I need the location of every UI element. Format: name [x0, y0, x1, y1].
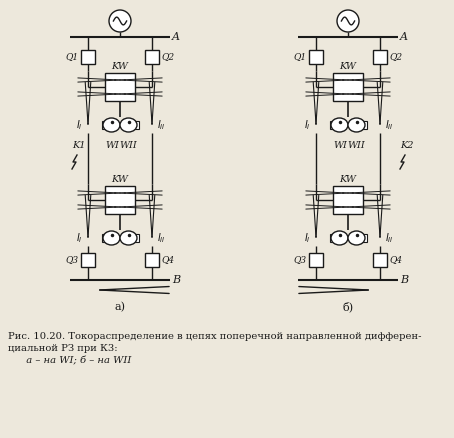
Ellipse shape [331, 118, 348, 132]
Bar [81, 50, 95, 64]
Text: WII: WII [119, 141, 137, 150]
Text: циальной РЗ при К3:: циальной РЗ при К3: [8, 344, 118, 353]
Text: A: A [172, 32, 180, 42]
Bar [105, 186, 135, 214]
Text: $I_I$: $I_I$ [304, 118, 311, 132]
Ellipse shape [348, 231, 365, 245]
Text: B: B [172, 275, 180, 285]
Text: а): а) [114, 302, 125, 312]
Text: WII: WII [347, 141, 365, 150]
Text: KW: KW [340, 62, 356, 71]
Bar [333, 186, 363, 214]
Text: B: B [400, 275, 408, 285]
Text: A: A [400, 32, 408, 42]
Text: KW: KW [112, 62, 128, 71]
Bar [145, 50, 159, 64]
Bar [373, 50, 387, 64]
Text: $I_{II}$: $I_{II}$ [385, 231, 394, 245]
Bar [333, 73, 363, 101]
Ellipse shape [120, 118, 137, 132]
Text: Q2: Q2 [161, 53, 174, 61]
Ellipse shape [120, 231, 137, 245]
Bar [145, 253, 159, 267]
Text: $I_{II}$: $I_{II}$ [157, 118, 166, 132]
Bar [81, 253, 95, 267]
Text: Q1: Q1 [294, 53, 307, 61]
Text: KW: KW [340, 175, 356, 184]
Text: WI: WI [105, 141, 119, 150]
Bar [309, 253, 323, 267]
Ellipse shape [331, 231, 348, 245]
Circle shape [109, 10, 131, 32]
Text: K2: K2 [400, 141, 414, 150]
Text: Q1: Q1 [66, 53, 79, 61]
Ellipse shape [348, 118, 365, 132]
Bar [373, 253, 387, 267]
Bar [361, 121, 366, 129]
Text: $I_I$: $I_I$ [76, 118, 83, 132]
Text: Q2: Q2 [389, 53, 402, 61]
Text: б): б) [342, 302, 354, 313]
Bar [133, 121, 138, 129]
Bar [309, 50, 323, 64]
Text: $I_I$: $I_I$ [76, 231, 83, 245]
Bar [361, 234, 366, 242]
Text: $I_{II}$: $I_{II}$ [157, 231, 166, 245]
Text: а – на WI; б – на WII: а – на WI; б – на WII [20, 356, 131, 365]
Text: $I_{II}$: $I_{II}$ [385, 118, 394, 132]
Text: Q4: Q4 [389, 255, 402, 265]
Bar [330, 121, 335, 129]
Bar [102, 121, 107, 129]
Bar [102, 234, 107, 242]
Ellipse shape [103, 231, 120, 245]
Text: Q3: Q3 [294, 255, 307, 265]
Bar [133, 234, 138, 242]
Text: WI: WI [333, 141, 347, 150]
Text: K1: K1 [72, 141, 85, 150]
Text: Q4: Q4 [161, 255, 174, 265]
Text: $I_I$: $I_I$ [304, 231, 311, 245]
Text: Q3: Q3 [66, 255, 79, 265]
Circle shape [337, 10, 359, 32]
Text: KW: KW [112, 175, 128, 184]
Text: Рис. 10.20. Токораспределение в цепях поперечной направленной дифферен-: Рис. 10.20. Токораспределение в цепях по… [8, 332, 421, 341]
Bar [330, 234, 335, 242]
Ellipse shape [103, 118, 120, 132]
Bar [105, 73, 135, 101]
